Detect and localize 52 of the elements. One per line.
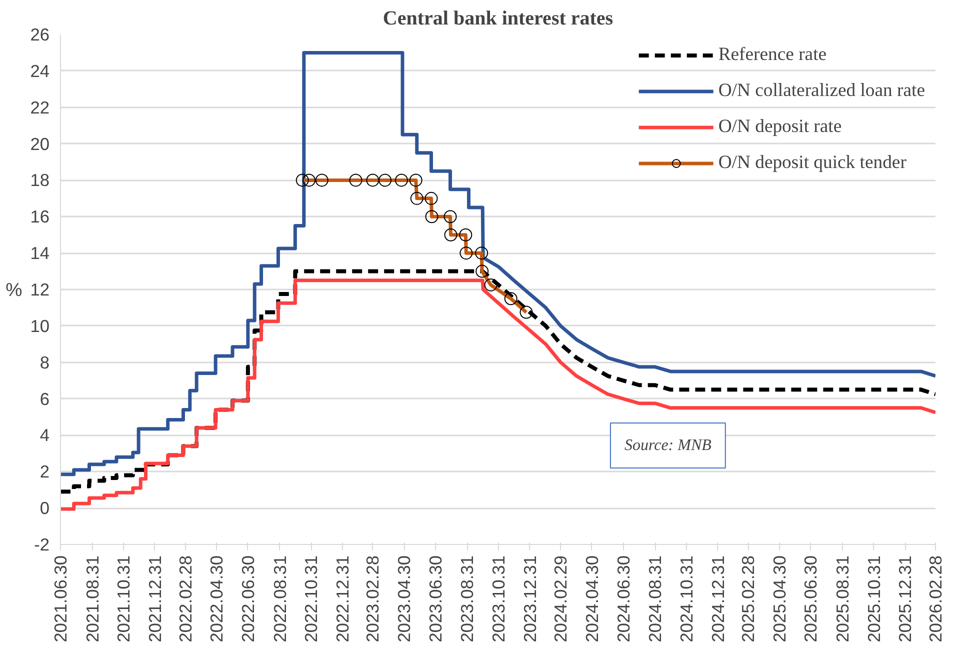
y-tick-label: 6 [40,388,50,409]
y-tick-label: 12 [30,280,50,300]
y-tick-label: -2 [34,534,50,554]
x-tick-label: 2023.04.30 [394,555,414,642]
x-tick-label: 2025.08.31 [832,555,853,642]
x-tick-label: 2025.04.30 [769,555,790,642]
y-tick-label: 22 [30,97,50,118]
annotation: Source: MNB [624,437,712,454]
x-tick-label: 2025.10.31 [864,555,884,642]
x-tick-label: 2023.12.31 [520,555,540,642]
y-tick-label: 16 [30,206,50,227]
x-tick-label: 2022.10.31 [301,555,322,642]
x-tick-label: 2022.02.28 [175,555,196,642]
x-tick-label: 2021.10.31 [114,555,134,642]
x-tick-label: 2025.06.30 [800,555,821,642]
x-tick-label: 2024.02.29 [550,555,571,642]
y-tick-label: 26 [30,24,50,44]
x-tick-label: 2024.04.30 [582,555,602,642]
y-tick-label: 8 [40,352,50,372]
y-tick-label: 2 [40,462,50,482]
x-tick-label: 2024.06.30 [613,555,634,642]
y-tick-label: 4 [40,425,50,446]
x-tick-label: 2025.12.31 [895,555,916,642]
legend-label: O/N deposit quick tender [718,152,906,174]
y-axis-title: % [6,279,22,300]
x-tick-label: 2023.02.28 [362,555,383,642]
legend-label: O/N collateralized loan rate [718,80,925,102]
x-tick-label: 2024.12.31 [708,555,728,642]
y-tick-label: 14 [30,243,50,264]
x-tick-label: 2021.12.31 [144,555,165,642]
y-tick-label: 18 [30,170,50,190]
x-tick-label: 2021.08.31 [82,555,102,642]
x-tick-label: 2024.10.31 [676,555,696,642]
x-tick-label: 2022.06.30 [238,555,258,642]
chart-title: Central bank interest rates [382,8,614,30]
legend-label: Reference rate [718,44,827,66]
y-tick-label: 20 [30,134,50,154]
x-tick-label: 2023.08.31 [457,555,478,642]
y-tick-label: 24 [30,60,50,81]
x-tick-label: 2021.06.30 [50,555,70,642]
x-tick-label: 2024.08.31 [645,555,666,642]
x-tick-label: 2025.02.28 [738,555,758,642]
x-tick-label: 2022.04.30 [206,555,227,642]
x-tick-label: 2022.08.31 [270,555,290,642]
y-tick-label: 10 [30,316,50,336]
x-tick-label: 2026.02.28 [926,555,946,642]
x-tick-label: 2023.10.31 [488,555,509,642]
legend-label: O/N deposit rate [718,116,842,138]
x-tick-label: 2022.12.31 [332,555,352,642]
y-tick-label: 0 [40,498,50,518]
x-tick-label: 2023.06.30 [425,555,446,642]
point [476,264,489,278]
